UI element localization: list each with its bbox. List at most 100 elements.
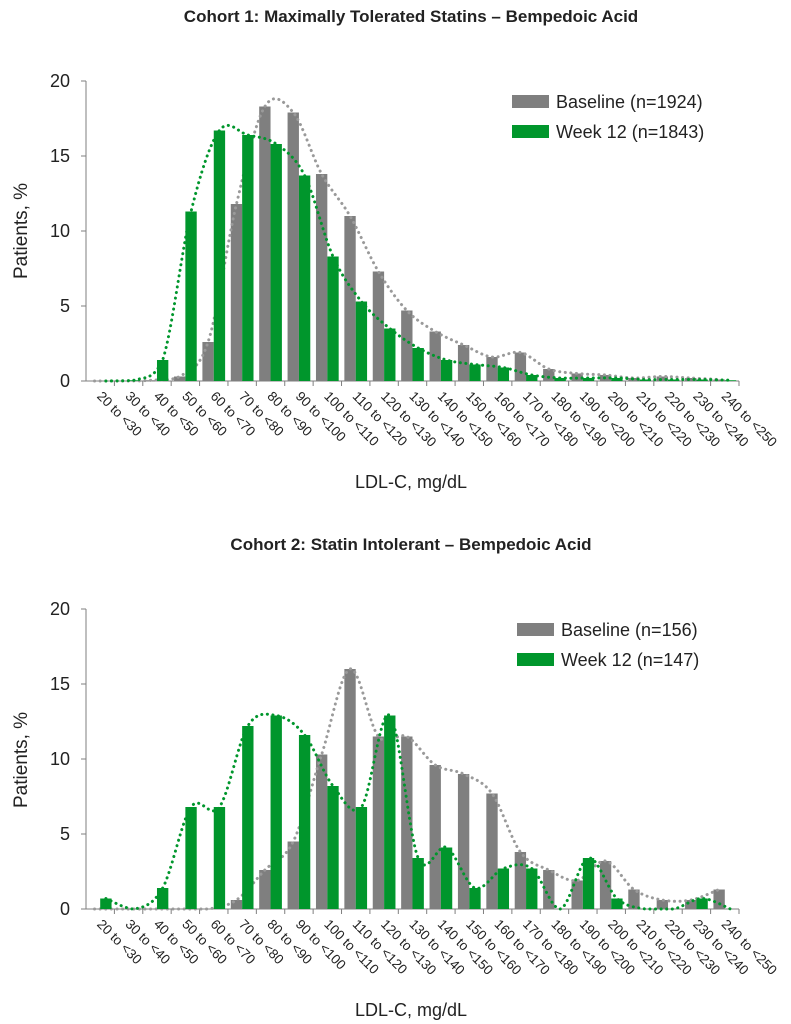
legend-swatch	[512, 95, 549, 108]
bar-week12	[355, 301, 368, 381]
bar-baseline	[543, 369, 555, 381]
bar-baseline	[514, 352, 527, 381]
bar-week12	[440, 360, 453, 381]
bar-baseline	[599, 861, 612, 909]
legend-swatch	[512, 125, 549, 138]
y-tick-label: 20	[50, 599, 70, 619]
bar-week12	[355, 807, 368, 909]
y-tick-label: 10	[50, 221, 70, 241]
legend-label: Week 12 (n=147)	[561, 650, 699, 670]
bar-baseline	[685, 378, 697, 381]
legend-label: Week 12 (n=1843)	[556, 122, 704, 142]
bar-week12	[526, 868, 538, 909]
bar-week12	[412, 858, 424, 909]
bar-baseline	[401, 310, 413, 381]
legend-label: Baseline (n=156)	[561, 620, 698, 640]
bar-week12	[582, 378, 595, 381]
y-tick-label: 5	[60, 824, 70, 844]
y-axis-label: Patients, %	[11, 183, 32, 279]
bar-week12	[100, 898, 112, 909]
bar-week12	[412, 348, 424, 381]
bar-baseline	[344, 669, 356, 909]
bar-baseline	[372, 271, 385, 381]
bar-baseline	[287, 841, 299, 909]
bar-week12	[156, 360, 169, 381]
bar-week12	[469, 364, 481, 381]
bar-baseline	[287, 112, 299, 381]
trend-line-week12	[104, 712, 732, 911]
bar-baseline	[315, 754, 328, 909]
y-tick-label: 10	[50, 749, 70, 769]
y-tick-label: 15	[50, 146, 70, 166]
legend-label: Baseline (n=1924)	[556, 92, 703, 112]
bar-week12	[440, 847, 453, 909]
bar-baseline	[543, 870, 555, 909]
bar-week12	[270, 144, 282, 381]
bar-week12	[384, 715, 396, 909]
bar-week12	[497, 367, 510, 381]
cohort-2-chart: Cohort 2: Statin Intolerant – Bempedoic …	[11, 535, 780, 1020]
chart-title: Cohort 2: Statin Intolerant – Bempedoic …	[230, 535, 591, 554]
bar-week12	[327, 786, 339, 909]
bar-baseline	[514, 852, 527, 909]
y-tick-label: 15	[50, 674, 70, 694]
bar-baseline	[174, 376, 186, 381]
bar-week12	[611, 898, 623, 909]
bar-baseline	[486, 357, 498, 381]
cohort-1-chart: Cohort 1: Maximally Tolerated Statins – …	[11, 7, 780, 492]
legend-swatch	[517, 623, 554, 636]
y-tick-label: 20	[50, 71, 70, 91]
bar-baseline	[713, 889, 725, 909]
bar-baseline	[457, 774, 470, 909]
y-tick-label: 5	[60, 296, 70, 316]
bar-week12	[156, 888, 169, 909]
bar-baseline	[344, 216, 356, 381]
legend-swatch	[517, 653, 554, 666]
bar-baseline	[429, 765, 441, 909]
bar-baseline	[372, 736, 385, 909]
bar-week12	[213, 807, 226, 909]
bar-week12	[554, 378, 566, 381]
bar-baseline	[315, 174, 328, 381]
bar-week12	[724, 380, 737, 381]
bar-week12	[696, 379, 708, 381]
bar-baseline	[656, 376, 669, 381]
y-axis-label: Patients, %	[11, 712, 32, 808]
bar-baseline	[571, 880, 583, 909]
bar-week12	[384, 328, 396, 381]
bar-week12	[213, 130, 226, 381]
bar-week12	[668, 379, 680, 381]
bar-baseline	[429, 331, 441, 381]
bar-week12	[270, 715, 282, 909]
bar-baseline	[202, 342, 214, 381]
bar-baseline	[259, 106, 271, 381]
bar-week12	[185, 211, 197, 381]
bar-baseline	[230, 900, 243, 909]
trend-line-baseline	[93, 97, 721, 383]
bar-week12	[185, 807, 197, 909]
bar-baseline	[457, 345, 470, 381]
bar-week12	[696, 898, 708, 909]
bar-baseline	[230, 204, 243, 381]
bar-baseline	[259, 870, 271, 909]
bar-baseline	[401, 736, 413, 909]
trend-line-week12	[104, 124, 732, 383]
bar-week12	[469, 888, 481, 909]
bar-week12	[526, 375, 538, 381]
bar-week12	[497, 868, 510, 909]
x-axis-label: LDL-C, mg/dL	[355, 472, 467, 492]
y-tick-label: 0	[60, 899, 70, 919]
bar-week12	[298, 735, 311, 909]
bar-baseline	[656, 900, 669, 909]
chart-title: Cohort 1: Maximally Tolerated Statins – …	[184, 7, 638, 26]
x-axis-label: LDL-C, mg/dL	[355, 1000, 467, 1020]
bar-baseline	[486, 793, 498, 909]
bar-baseline	[628, 889, 640, 909]
bar-week12	[611, 378, 623, 381]
y-tick-label: 0	[60, 371, 70, 391]
bar-week12	[327, 256, 339, 381]
bar-baseline	[713, 379, 725, 381]
trend-line-baseline	[93, 667, 721, 911]
bar-week12	[639, 379, 651, 381]
